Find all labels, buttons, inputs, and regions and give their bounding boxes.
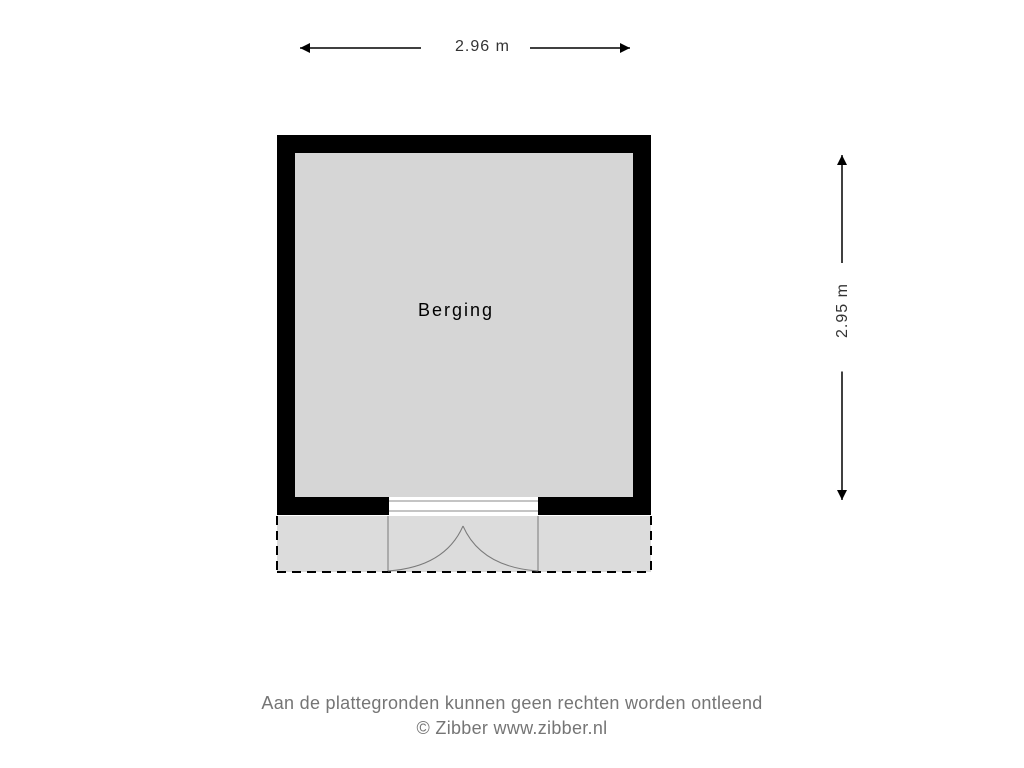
room-label: Berging bbox=[418, 300, 494, 321]
floorplan-svg bbox=[0, 0, 1024, 768]
footer-disclaimer: Aan de plattegronden kunnen geen rechten… bbox=[0, 691, 1024, 715]
dimension-width-label: 2.96 m bbox=[435, 38, 530, 56]
footer-copyright: © Zibber www.zibber.nl bbox=[0, 716, 1024, 740]
dimension-height-label: 2.95 m bbox=[834, 263, 852, 358]
floorplan-canvas: 2.96 m 2.95 m Berging Aan de plattegrond… bbox=[0, 0, 1024, 768]
footer: Aan de plattegronden kunnen geen rechten… bbox=[0, 691, 1024, 740]
